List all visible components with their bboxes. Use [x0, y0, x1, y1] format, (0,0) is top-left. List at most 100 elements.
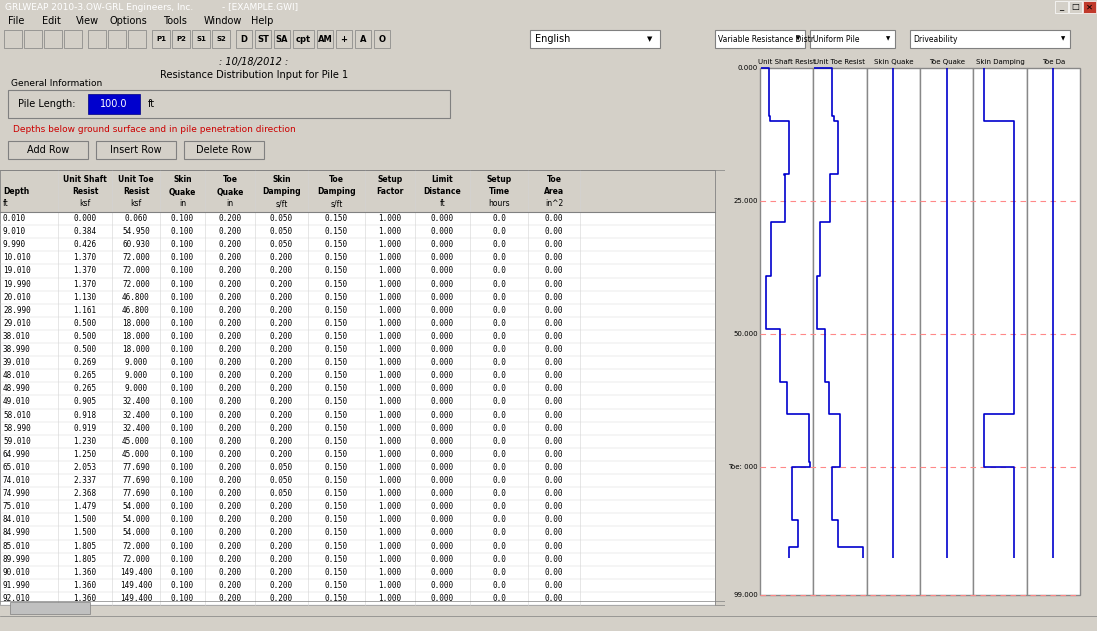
Text: 77.690: 77.690 — [122, 476, 150, 485]
Text: 0.200: 0.200 — [270, 437, 293, 445]
Text: 45.000: 45.000 — [122, 437, 150, 445]
Text: 0.100: 0.100 — [171, 306, 194, 315]
Text: 0.265: 0.265 — [73, 384, 97, 393]
Text: 149.400: 149.400 — [120, 581, 152, 590]
Text: Unit Shaft: Unit Shaft — [64, 175, 106, 184]
Text: 0.150: 0.150 — [325, 594, 348, 603]
Text: 1.805: 1.805 — [73, 555, 97, 563]
Text: 1.000: 1.000 — [378, 345, 402, 354]
Text: 0.100: 0.100 — [171, 398, 194, 406]
Text: 0.000: 0.000 — [431, 476, 454, 485]
Text: 0.100: 0.100 — [171, 502, 194, 511]
Text: 84.010: 84.010 — [3, 516, 31, 524]
Text: 0.0: 0.0 — [493, 227, 506, 236]
Text: 0.200: 0.200 — [218, 541, 241, 551]
Text: 38.990: 38.990 — [3, 345, 31, 354]
Text: 0.00: 0.00 — [545, 280, 563, 288]
Text: 1.250: 1.250 — [73, 450, 97, 459]
Text: ▼: ▼ — [886, 37, 890, 42]
Text: +: + — [340, 35, 348, 44]
Text: 0.00: 0.00 — [545, 516, 563, 524]
Text: 0.0: 0.0 — [493, 306, 506, 315]
Text: 74.990: 74.990 — [3, 489, 31, 498]
Text: ft: ft — [3, 199, 9, 208]
Text: A: A — [360, 35, 366, 44]
Text: Toe: Toe — [329, 175, 344, 184]
Bar — [0, 170, 715, 212]
Text: _: _ — [1060, 3, 1064, 11]
Text: 0.200: 0.200 — [218, 450, 241, 459]
Text: in: in — [179, 199, 186, 208]
Text: Driveability: Driveability — [913, 35, 958, 44]
Text: 0.150: 0.150 — [325, 280, 348, 288]
Bar — [530, 30, 660, 48]
Bar — [44, 30, 63, 48]
Text: 45.000: 45.000 — [122, 450, 150, 459]
Text: 0.100: 0.100 — [171, 450, 194, 459]
Text: 0.200: 0.200 — [270, 306, 293, 315]
Text: 0.100: 0.100 — [171, 293, 194, 302]
Text: 0.919: 0.919 — [73, 423, 97, 433]
Bar — [97, 141, 176, 159]
Text: Unit Toe: Unit Toe — [118, 175, 154, 184]
Text: 0.100: 0.100 — [171, 463, 194, 472]
Text: Resist: Resist — [123, 187, 149, 196]
Text: 0.000: 0.000 — [73, 214, 97, 223]
Text: 0.100: 0.100 — [171, 555, 194, 563]
Text: 0.200: 0.200 — [218, 437, 241, 445]
Text: 0.150: 0.150 — [325, 437, 348, 445]
Text: 54.000: 54.000 — [122, 502, 150, 511]
Text: 0.0: 0.0 — [493, 345, 506, 354]
Text: 92.010: 92.010 — [3, 594, 31, 603]
Text: 0.200: 0.200 — [270, 280, 293, 288]
Text: Skin Quake: Skin Quake — [873, 59, 913, 65]
Text: 0.0: 0.0 — [493, 476, 506, 485]
Text: 0.200: 0.200 — [218, 502, 241, 511]
Bar — [255, 30, 271, 48]
Text: 0.0: 0.0 — [493, 555, 506, 563]
Text: 2.053: 2.053 — [73, 463, 97, 472]
Text: Edit: Edit — [42, 16, 60, 26]
Text: 149.400: 149.400 — [120, 594, 152, 603]
Text: Delete Row: Delete Row — [196, 145, 252, 155]
Text: Damping: Damping — [317, 187, 355, 196]
Bar — [128, 30, 146, 48]
Text: in: in — [226, 199, 234, 208]
Text: 1.130: 1.130 — [73, 293, 97, 302]
Text: 0.200: 0.200 — [218, 306, 241, 315]
Text: 0.426: 0.426 — [73, 240, 97, 249]
Text: 0.000: 0.000 — [431, 293, 454, 302]
Text: 0.100: 0.100 — [171, 489, 194, 498]
Text: 0.500: 0.500 — [73, 345, 97, 354]
Text: 0.0: 0.0 — [493, 463, 506, 472]
Text: 0.200: 0.200 — [218, 516, 241, 524]
Text: SA: SA — [275, 35, 289, 44]
Text: 0.200: 0.200 — [218, 398, 241, 406]
Text: 9.010: 9.010 — [3, 227, 26, 236]
Text: 1.000: 1.000 — [378, 371, 402, 380]
Text: 0.0: 0.0 — [493, 214, 506, 223]
Text: 0.000: 0.000 — [431, 214, 454, 223]
Text: 0.0: 0.0 — [493, 254, 506, 262]
Text: 46.800: 46.800 — [122, 306, 150, 315]
Text: 0.0: 0.0 — [493, 516, 506, 524]
Bar — [973, 68, 1027, 595]
Text: 0.200: 0.200 — [218, 384, 241, 393]
Bar — [317, 30, 333, 48]
Bar — [1068, 1, 1082, 13]
Text: 1.000: 1.000 — [378, 516, 402, 524]
Bar — [212, 30, 230, 48]
Text: Help: Help — [251, 16, 273, 26]
Text: 0.100: 0.100 — [171, 411, 194, 420]
Text: 2.337: 2.337 — [73, 476, 97, 485]
Text: 0.000: 0.000 — [431, 450, 454, 459]
Text: s/ft: s/ft — [275, 199, 287, 208]
Text: 0.200: 0.200 — [218, 371, 241, 380]
Text: D: D — [240, 35, 248, 44]
Text: ▼: ▼ — [1061, 37, 1065, 42]
Text: 72.000: 72.000 — [122, 541, 150, 551]
Text: Setup: Setup — [377, 175, 403, 184]
Text: 0.00: 0.00 — [545, 423, 563, 433]
Text: 0.00: 0.00 — [545, 528, 563, 538]
Text: 149.400: 149.400 — [120, 568, 152, 577]
